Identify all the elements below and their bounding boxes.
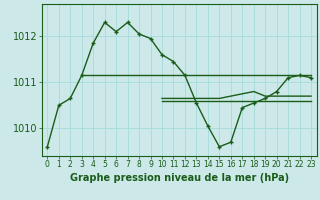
X-axis label: Graphe pression niveau de la mer (hPa): Graphe pression niveau de la mer (hPa) (70, 173, 289, 183)
